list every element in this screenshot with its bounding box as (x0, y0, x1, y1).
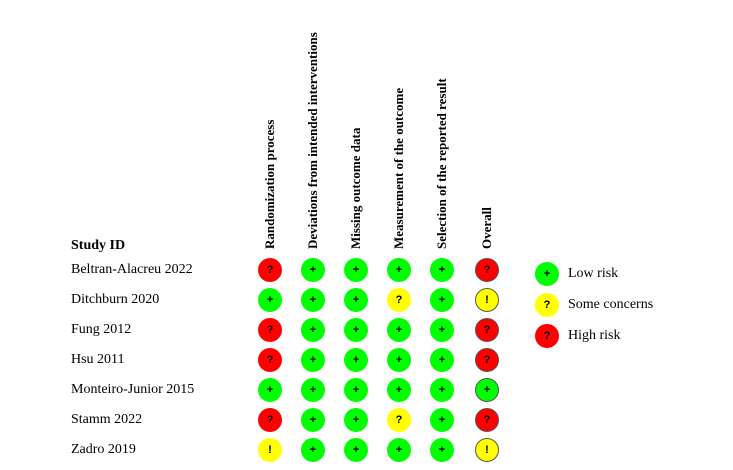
judgement-some-circle: ! (258, 438, 282, 462)
study-name: Stamm 2022 (71, 412, 143, 427)
judgement-high-circle: ? (475, 318, 499, 342)
legend-high-label: High risk (568, 328, 621, 343)
domain-header-label: Missing outcome data (348, 127, 363, 249)
judgement-low-circle: + (301, 318, 325, 342)
judgement-low-circle: + (301, 378, 325, 402)
judgement-high-circle: ? (475, 408, 499, 432)
legend-some-label: Some concerns (568, 297, 654, 312)
domain-header-label: Overall (479, 207, 494, 249)
judgement-low-circle: + (475, 378, 499, 402)
domain-header-label: Randomization process (262, 119, 277, 249)
judgement-high-circle: ? (475, 258, 499, 282)
judgement-some-circle: ! (475, 288, 499, 312)
judgement-low-circle: + (344, 318, 368, 342)
judgement-low-circle: + (387, 438, 411, 462)
judgement-high-circle: ? (475, 348, 499, 372)
judgement-high-circle: ? (258, 318, 282, 342)
legend-low-circle: + (535, 262, 559, 286)
judgement-high-circle: ? (258, 408, 282, 432)
judgement-low-circle: + (430, 288, 454, 312)
judgement-low-circle: + (344, 378, 368, 402)
domain-header-label: Measurement of the outcome (391, 87, 406, 249)
judgement-low-circle: + (301, 438, 325, 462)
judgement-low-circle: + (301, 348, 325, 372)
judgement-low-circle: + (430, 378, 454, 402)
domain-header-label: Selection of the reported result (434, 78, 449, 249)
judgement-low-circle: + (430, 438, 454, 462)
judgement-low-circle: + (387, 378, 411, 402)
domain-header-label: Deviations from intended interventions (305, 32, 320, 249)
judgement-low-circle: + (430, 408, 454, 432)
judgement-low-circle: + (258, 288, 282, 312)
judgement-low-circle: + (430, 318, 454, 342)
judgement-low-circle: + (344, 438, 368, 462)
judgement-high-circle: ? (258, 348, 282, 372)
judgement-low-circle: + (387, 318, 411, 342)
study-name: Beltran-Alacreu 2022 (71, 262, 193, 277)
judgement-some-circle: ? (387, 408, 411, 432)
legend-high-circle: ? (535, 324, 559, 348)
study-name: Hsu 2011 (71, 352, 125, 367)
study-name: Monteiro-Junior 2015 (71, 382, 195, 397)
judgement-low-circle: + (387, 348, 411, 372)
judgement-low-circle: + (258, 378, 282, 402)
study-name: Zadro 2019 (71, 442, 136, 457)
judgement-low-circle: + (387, 258, 411, 282)
judgement-low-circle: + (430, 348, 454, 372)
judgement-low-circle: + (301, 288, 325, 312)
legend-some-circle: ? (535, 293, 559, 317)
judgement-some-circle: ! (475, 438, 499, 462)
judgement-some-circle: ? (387, 288, 411, 312)
study-id-header: Study ID (71, 238, 126, 253)
judgement-low-circle: + (344, 288, 368, 312)
judgement-low-circle: + (301, 258, 325, 282)
judgement-high-circle: ? (258, 258, 282, 282)
judgement-low-circle: + (344, 258, 368, 282)
study-name: Fung 2012 (71, 322, 132, 337)
judgement-low-circle: + (301, 408, 325, 432)
judgement-low-circle: + (344, 408, 368, 432)
study-name: Ditchburn 2020 (71, 292, 160, 307)
legend-low-label: Low risk (568, 266, 619, 281)
judgement-low-circle: + (344, 348, 368, 372)
judgement-low-circle: + (430, 258, 454, 282)
